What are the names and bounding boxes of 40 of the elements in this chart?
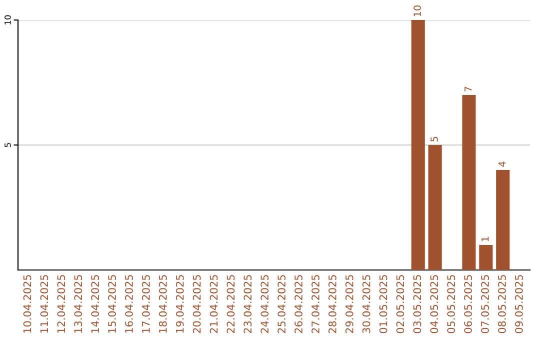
x-tick-label: 08.05.2025 xyxy=(498,275,506,334)
x-tick-label: 22.04.2025 xyxy=(226,275,235,334)
x-tick-label: 09.05.2025 xyxy=(514,275,523,334)
x-tick-label: 29.04.2025 xyxy=(345,275,354,334)
x-tick-label: 13.04.2025 xyxy=(74,275,82,333)
data-label: 10 xyxy=(414,5,421,16)
x-tick-label: 02.05.2025 xyxy=(396,275,404,334)
x-tick-label: 03.05.2025 xyxy=(413,275,422,334)
x-tick-label: 15.04.2025 xyxy=(108,275,116,333)
bar xyxy=(428,145,442,270)
bar xyxy=(411,20,425,270)
x-tick-label: 05.05.2025 xyxy=(447,275,456,334)
x-tick-label: 16.04.2025 xyxy=(125,275,133,333)
x-tick-label: 27.04.2025 xyxy=(312,275,320,334)
x-tick-label: 21.04.2025 xyxy=(210,275,218,334)
x-tick-label: 18.04.2025 xyxy=(158,275,167,333)
x-tick-label: 26.04.2025 xyxy=(294,275,302,334)
bar xyxy=(462,95,476,270)
x-tick-label: 24.04.2025 xyxy=(260,275,269,334)
x-tick-label: 25.04.2025 xyxy=(278,275,286,334)
x-tick-label: 19.04.2025 xyxy=(176,275,184,333)
data-label: 5 xyxy=(430,136,438,142)
x-tick-label: 06.05.2025 xyxy=(464,275,472,334)
data-label: 4 xyxy=(498,162,506,167)
x-tick-label: 04.05.2025 xyxy=(430,275,438,334)
data-label: 1 xyxy=(482,236,489,242)
data-label: 7 xyxy=(464,86,472,92)
bar xyxy=(479,245,493,270)
x-tick-label: 11.04.2025 xyxy=(40,275,48,333)
x-tick-label: 28.04.2025 xyxy=(328,275,336,334)
x-tick-label: 20.04.2025 xyxy=(192,275,201,334)
bar xyxy=(496,170,510,270)
x-tick-label: 23.04.2025 xyxy=(244,275,252,334)
x-tick-label: 17.04.2025 xyxy=(142,275,150,333)
x-tick-label: 12.04.2025 xyxy=(57,275,66,333)
x-tick-label: 10.04.2025 xyxy=(23,275,32,333)
x-tick-label: 30.04.2025 xyxy=(362,275,370,334)
x-tick-label: 14.04.2025 xyxy=(91,275,100,333)
x-tick-label: 01.05.2025 xyxy=(379,275,388,334)
x-tick-label: 07.05.2025 xyxy=(481,275,489,334)
